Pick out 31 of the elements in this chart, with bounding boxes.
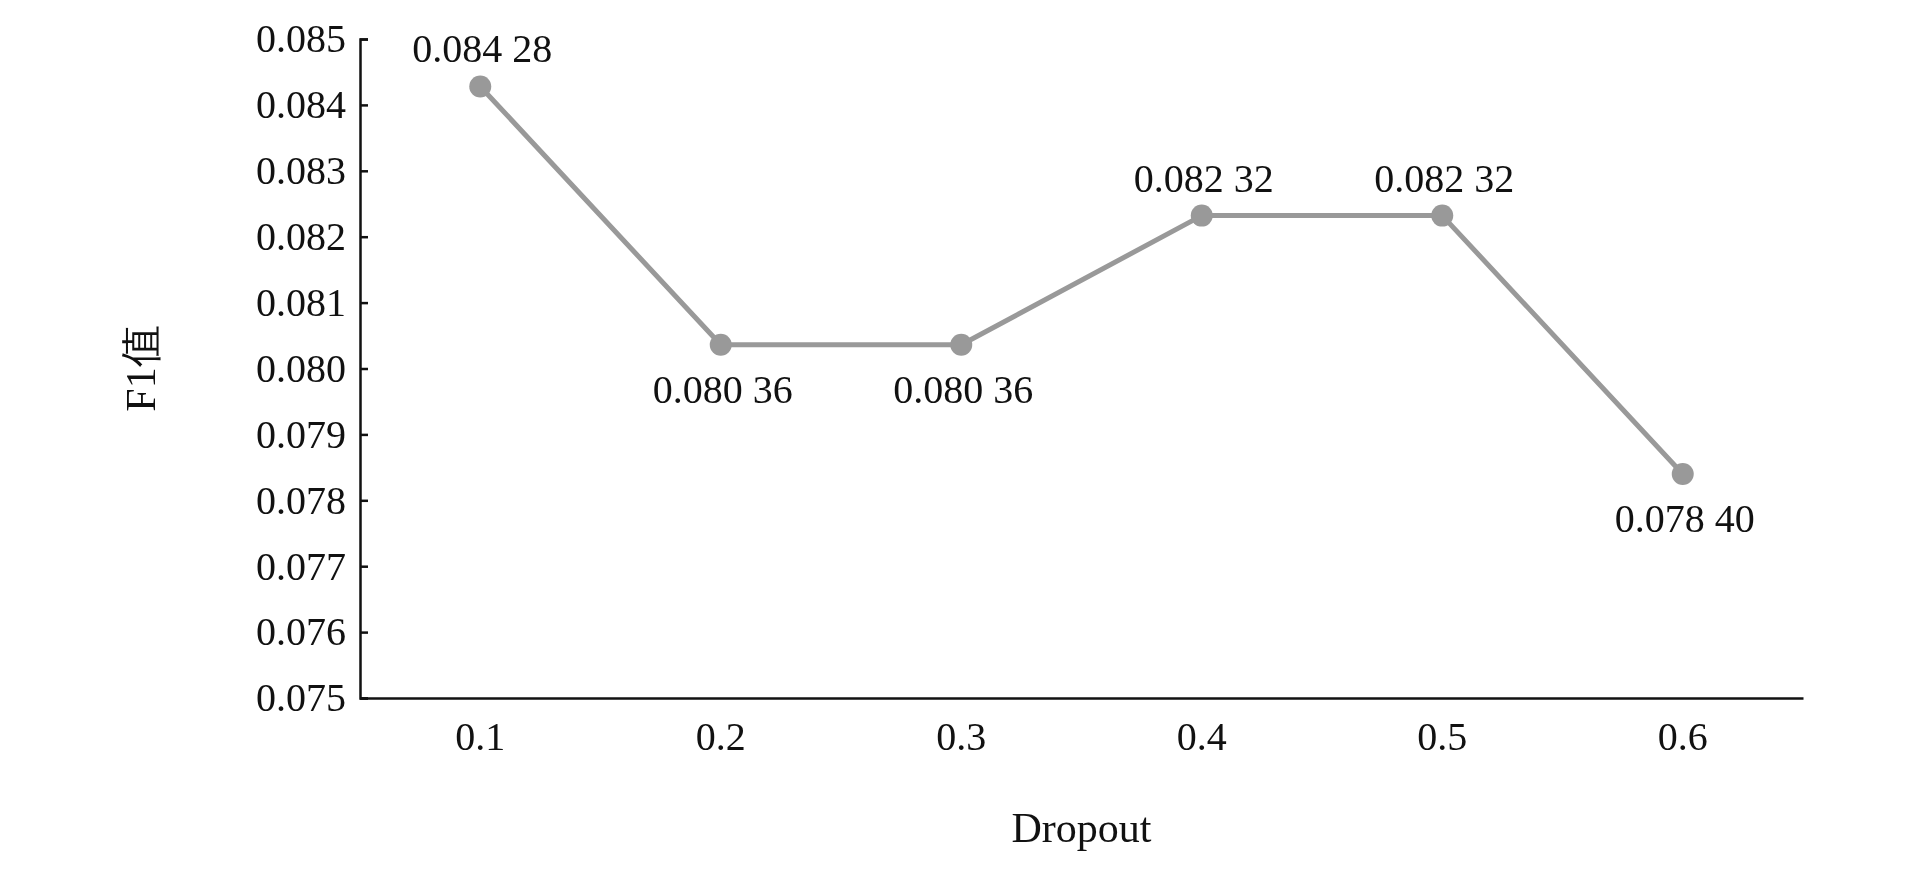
data-label: 0.082 32 — [1374, 155, 1515, 201]
y-tick-label: 0.080 — [256, 345, 346, 391]
point — [1671, 462, 1694, 485]
data-label: 0.080 36 — [893, 366, 1034, 412]
x-tick-label: 0.2 — [695, 714, 746, 760]
y-tick-label: 0.076 — [256, 609, 346, 655]
y-tick-label: 0.078 — [256, 477, 346, 523]
data-label: 0.082 32 — [1133, 155, 1274, 201]
point — [469, 75, 492, 98]
x-tick-label: 0.3 — [936, 714, 987, 760]
point — [1431, 204, 1454, 227]
data-label: 0.078 40 — [1614, 495, 1755, 541]
x-axis-title: Dropout — [1011, 805, 1152, 851]
y-tick-label: 0.083 — [256, 148, 346, 194]
point — [709, 333, 732, 356]
y-tick-label: 0.075 — [256, 675, 346, 721]
x-tick-label: 0.6 — [1657, 714, 1708, 760]
data-label: 0.084 28 — [412, 26, 553, 72]
x-tick-label: 0.4 — [1176, 714, 1227, 760]
y-tick-label: 0.084 — [256, 82, 346, 128]
data-label: 0.080 36 — [652, 366, 793, 412]
y-tick-label: 0.082 — [256, 214, 346, 259]
y-axis-title: F1值 — [118, 325, 164, 412]
point — [950, 333, 973, 356]
y-tick-label: 0.085 — [256, 16, 346, 62]
x-tick-label: 0.1 — [455, 714, 506, 760]
point — [1190, 204, 1213, 227]
y-tick-label: 0.081 — [256, 279, 346, 325]
x-tick-label: 0.5 — [1417, 714, 1468, 760]
y-tick-label: 0.077 — [256, 543, 346, 589]
y-tick-label: 0.079 — [256, 411, 346, 457]
